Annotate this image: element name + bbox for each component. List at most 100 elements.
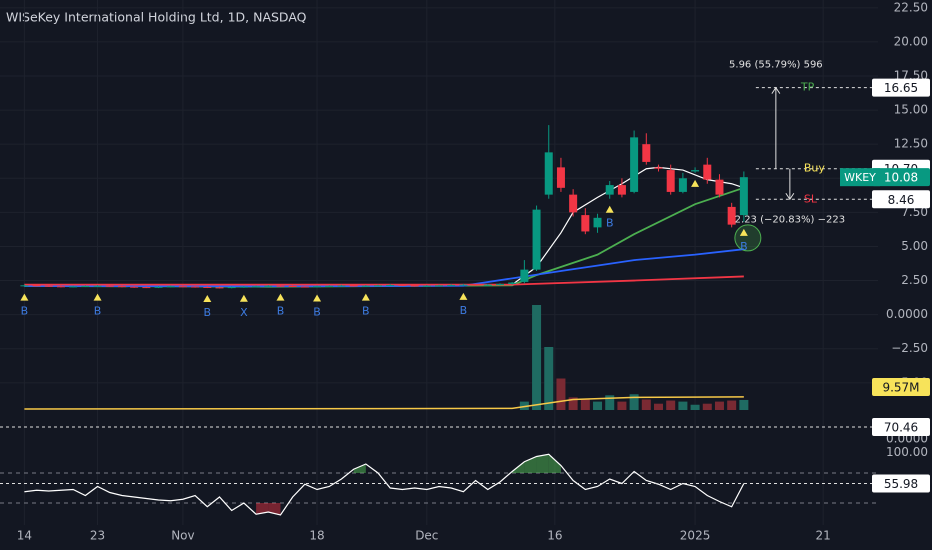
signal-label: B [277,305,285,318]
signal-label: B [313,306,321,319]
candle-body [142,287,151,289]
volume-bar [678,401,688,410]
candle-body [117,286,126,288]
candle-body [386,284,395,286]
candle-body [447,284,456,286]
last-price-tag-bg [872,168,930,187]
y-tick-label: 0.0000 [886,307,928,321]
signal-triangle [739,228,748,236]
candle-body [215,287,224,289]
candle-body [300,286,309,288]
candle-body [227,287,236,289]
y-tick-label: 12.50 [894,137,928,151]
volume-bar [690,404,700,410]
candle-body [630,137,639,192]
tp-label: TP [800,81,815,94]
candle-body [20,285,29,287]
sl-price-tag-bg [872,190,930,209]
candle-body [508,282,517,284]
volume-bar [593,401,603,410]
y-tick-label: 20.00 [894,34,928,48]
volume-bar [654,403,663,410]
stop-arrowhead [785,192,795,201]
signal-triangle [691,179,700,187]
target-text: 5.96 (55.79%) 596 [729,60,823,71]
sl-price-tag: 8.46 [888,193,915,207]
candle-body [69,286,78,288]
last-price-tag: 10.08 [884,171,918,185]
rsi-tag-bg [872,474,930,493]
signal-label: B [606,217,614,230]
symbol-tag-bg [840,168,880,187]
rsi-overbought [548,454,561,473]
candle-body [715,179,724,195]
x-tick-label: 21 [815,529,830,543]
candle-body [654,167,663,169]
candle-body [678,178,687,192]
volume-bar [714,401,724,410]
y-tick-label: 7.50 [901,205,928,219]
signal-triangle [276,293,285,301]
candle-body [81,286,90,287]
y-tick-label: −2.50 [891,341,928,355]
rsi-oversold [268,503,281,515]
candle-body [727,206,736,225]
candle-body [44,285,53,287]
candle-body [203,286,212,288]
candle-body [264,285,273,287]
signal-triangle [605,205,614,213]
volume-bar [727,400,737,410]
candle-body [178,286,187,288]
x-tick-label: 18 [309,529,324,543]
candle-body [325,285,334,287]
volume-bar [544,347,554,410]
candle-body [276,285,285,287]
candle-body [361,285,370,287]
rsi-tag: 55.98 [884,477,918,491]
signal-label: B [740,240,748,253]
candle-body [569,194,578,213]
candle-body [483,284,492,286]
rsi-tick-label: 100.00 [886,445,928,459]
candle-body [398,284,407,286]
tp-price-tag-bg [872,78,930,97]
signal-triangle [93,293,102,301]
y-tick-label: 2.50 [901,273,928,287]
candle-body [154,286,163,288]
signal-label: X [240,306,248,319]
candle-body [191,286,200,288]
x-tick-label: Dec [415,529,438,543]
signal-label: B [21,305,29,318]
volume-bar [556,378,566,410]
candle-body [56,286,65,288]
candle-body [252,286,261,288]
osc-tag: 70.46 [884,421,918,435]
candle-body [556,167,565,188]
volume-bar [519,401,529,410]
x-tick-label: 23 [90,529,105,543]
candle-body [581,215,590,232]
signal-triangle [203,295,212,303]
candle-body [166,286,175,288]
volume-bar [532,305,542,410]
candle-body [495,283,504,285]
volume-ma [24,396,744,410]
volume-bar [605,395,615,410]
candle-body [313,286,322,288]
rsi-overbought [536,454,549,473]
candle-body [374,285,383,287]
candle-body [130,286,139,288]
rsi-overbought [353,464,366,473]
volume-bar [641,399,651,410]
candle-body [435,285,443,287]
highlight-circle [734,224,762,252]
symbol-tag: WKEY [844,171,876,184]
sl-label: SL [804,192,818,205]
stop-text: 2.23 (−20.83%) −223 [735,214,845,225]
target-arrowhead [771,86,781,94]
candle-body [239,286,248,288]
x-tick-label: 14 [17,529,32,543]
candle-body [703,164,712,180]
